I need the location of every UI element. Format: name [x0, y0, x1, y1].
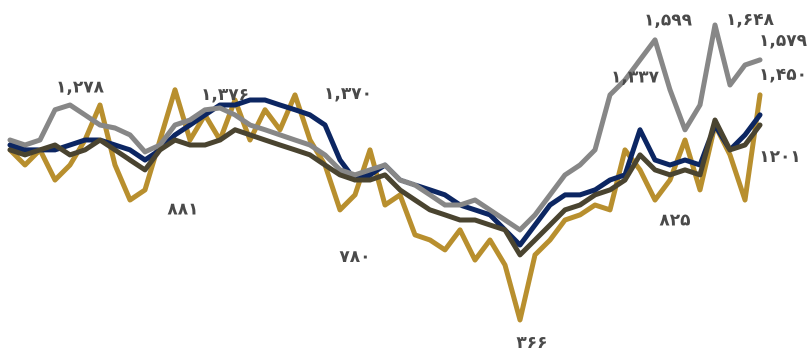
annotation: ۱,۳۳۷	[611, 68, 660, 88]
annotation: ۱,۲۷۸	[56, 77, 105, 97]
annotation: ۱,۵۹۹	[644, 10, 693, 30]
annotation: ۳۶۶	[516, 333, 547, 352]
series-line	[7, 22, 763, 233]
annotation: ۱۲۰۱	[759, 147, 801, 167]
series-line	[7, 117, 763, 258]
annotation: ۸۲۵	[659, 210, 690, 230]
annotation: ۱,۵۷۹	[759, 31, 808, 51]
annotation: ۷۸۰	[339, 247, 370, 267]
annotation: ۱,۴۵۰	[759, 65, 807, 85]
annotation: ۸۸۱	[167, 200, 198, 220]
annotation: ۱,۳۷۶	[201, 85, 249, 105]
series-line	[7, 87, 763, 323]
annotation: ۱,۳۷۰	[324, 84, 372, 104]
annotation: ۱,۶۴۸	[726, 10, 775, 30]
